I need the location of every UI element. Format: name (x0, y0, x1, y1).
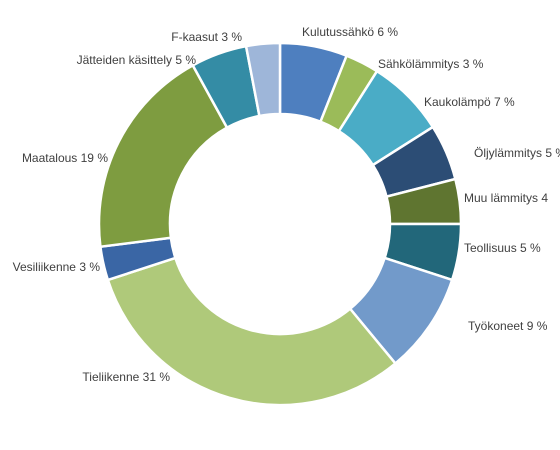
slice-label: Maatalous 19 % (22, 151, 108, 165)
slice-label: Vesiliikenne 3 % (13, 260, 101, 274)
slice-label: Tieliikenne 31 % (82, 370, 170, 384)
slice-label: Sähkölämmitys 3 % (378, 57, 484, 71)
slice-label: Kulutussähkö 6 % (302, 25, 398, 39)
slice-label: Muu lämmitys 4 (464, 191, 548, 205)
slice-label: Työkoneet 9 % (468, 319, 548, 333)
slice-label: Öljylämmitys 5 % (474, 146, 560, 160)
slice-label: Teollisuus 5 % (464, 241, 541, 255)
slice-label: F-kaasut 3 % (171, 30, 242, 44)
donut-slice (244, 41, 282, 118)
slice-label: Kaukolämpö 7 % (424, 95, 515, 109)
slice-label: Jätteiden käsittely 5 % (77, 53, 197, 67)
donut-slice (106, 256, 398, 407)
